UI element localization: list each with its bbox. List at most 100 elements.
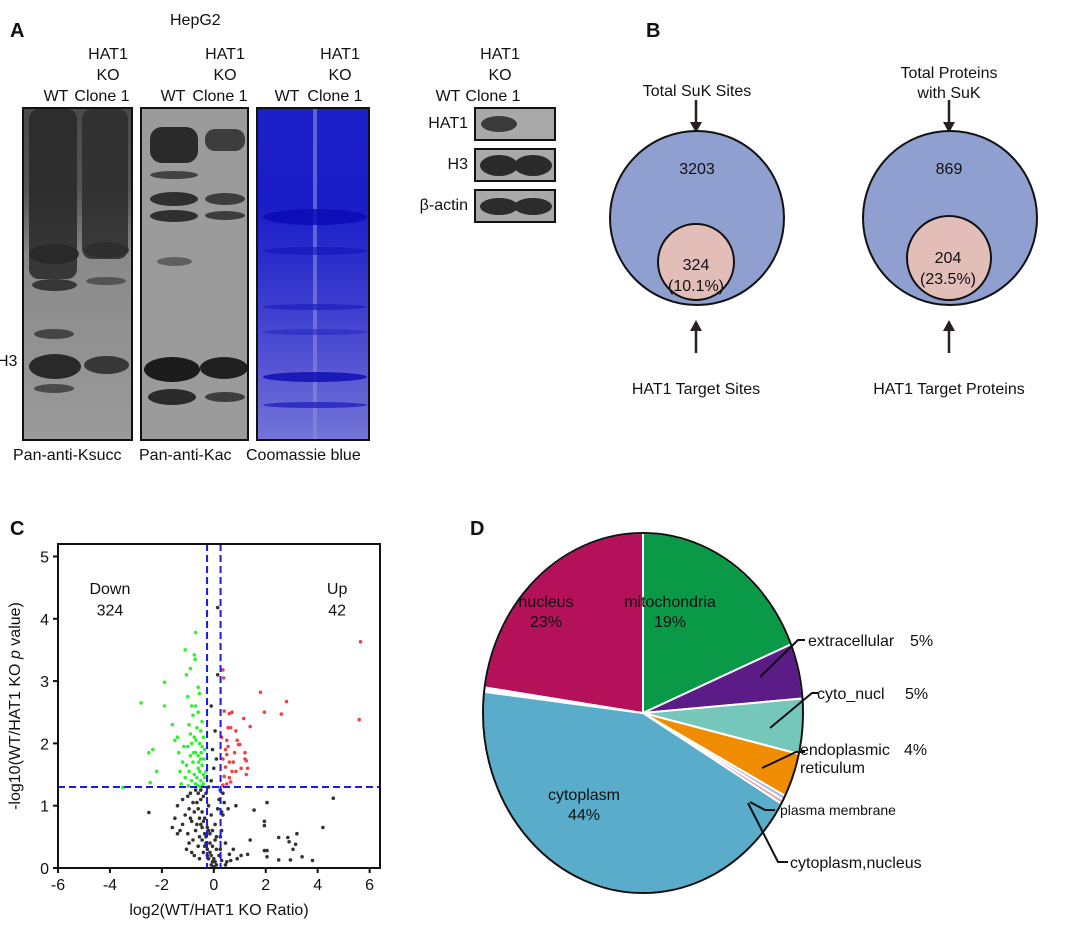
point-up	[225, 782, 229, 786]
point-down	[199, 779, 203, 783]
h3-side-label: H3	[0, 353, 18, 370]
point-not-significant	[193, 788, 198, 792]
point-not-significant	[202, 831, 207, 836]
point-down	[173, 738, 177, 743]
point-not-significant	[215, 807, 220, 811]
volcano-plot: -6 -4 -2 0 2 4 6 0 1 2 3 4 5 log2(WT/HAT1 KO Ratio)…	[7, 543, 381, 919]
proteins-diagram	[862, 100, 1038, 353]
point-not-significant	[276, 835, 281, 840]
point-up	[225, 752, 229, 757]
point-not-significant	[219, 858, 224, 863]
point-not-significant	[186, 831, 190, 836]
point-not-significant	[195, 822, 199, 827]
point-not-significant	[215, 673, 220, 677]
point-not-significant	[196, 807, 200, 811]
point-not-significant	[239, 853, 243, 858]
point-not-significant	[210, 747, 215, 752]
point-up	[284, 699, 289, 704]
point-not-significant	[245, 852, 250, 857]
point-up	[222, 774, 226, 779]
point-not-significant	[223, 841, 228, 845]
point-up	[258, 690, 263, 695]
band	[150, 127, 198, 163]
point-not-significant	[291, 847, 295, 852]
point-up	[226, 744, 230, 749]
x-tick-label: 6	[365, 877, 374, 894]
slice-label-cytoplasm-nucleus: cytoplasm,nucleus	[790, 855, 922, 872]
point-not-significant	[193, 828, 198, 833]
leader-line	[759, 639, 805, 678]
point-not-significant	[214, 863, 219, 867]
panel-d-letter: D	[470, 518, 485, 540]
point-down	[199, 757, 203, 761]
slice-label-nucleus: nucleus	[518, 594, 573, 611]
arrowhead-icon	[690, 320, 702, 331]
band	[263, 402, 367, 408]
point-not-significant	[213, 860, 217, 864]
band	[263, 247, 367, 255]
pie-outline	[482, 532, 804, 894]
point-down	[195, 726, 199, 730]
point-not-significant	[228, 858, 233, 863]
point-not-significant	[234, 803, 238, 808]
value-hat1-proteins: 204	[934, 250, 962, 267]
point-down	[200, 763, 204, 767]
lane-header-hat1: HAT1	[205, 46, 245, 63]
point-not-significant	[252, 808, 256, 812]
slice-percent-endoplasmic-reticulum: 4%	[904, 742, 927, 759]
slice-label-cytoplasm: cytoplasm	[548, 787, 620, 804]
point-not-significant	[208, 841, 212, 845]
band	[144, 357, 200, 382]
point-not-significant	[191, 800, 195, 805]
point-not-significant	[222, 800, 226, 805]
point-down	[148, 780, 152, 785]
band	[205, 211, 245, 220]
x-tick-label: 4	[313, 877, 322, 894]
band	[148, 389, 196, 405]
leader-line	[749, 801, 775, 811]
point-down	[191, 760, 195, 764]
point-up	[228, 780, 233, 784]
x-tick-label: 0	[209, 877, 218, 894]
blot-ksucc	[22, 107, 133, 441]
sites-diagram	[609, 100, 785, 353]
point-down	[183, 775, 187, 780]
point-down	[202, 775, 207, 780]
point-up	[234, 729, 238, 733]
x-tick-label: -4	[103, 877, 117, 894]
band	[263, 304, 367, 310]
point-down	[154, 769, 159, 774]
point-not-significant	[200, 810, 204, 814]
lane-wt: WT	[435, 88, 461, 105]
band	[86, 277, 126, 285]
panel-a-letter: A	[10, 20, 25, 42]
y-tick-label: 5	[40, 549, 49, 566]
plot-frame	[57, 543, 381, 869]
y-axis-label-italic: p	[7, 650, 24, 660]
small-blot-label-beta-actin: β-actin	[419, 197, 468, 214]
point-up	[248, 724, 252, 729]
point-down	[197, 769, 202, 774]
point-not-significant	[295, 831, 299, 836]
band	[514, 198, 552, 215]
pie-slices	[482, 531, 804, 894]
point-down	[183, 648, 187, 652]
point-not-significant	[201, 819, 206, 824]
x-axis-ticks: -6 -4 -2 0 2 4 6	[51, 868, 374, 894]
band	[200, 357, 247, 379]
point-down	[186, 784, 191, 788]
band	[205, 392, 245, 402]
point-down	[200, 744, 204, 749]
point-not-significant	[199, 797, 203, 802]
point-up	[226, 726, 230, 730]
panel-c-letter: C	[10, 518, 25, 540]
point-down	[193, 704, 198, 708]
point-not-significant	[196, 844, 200, 848]
point-up	[222, 709, 226, 713]
point-not-significant	[205, 825, 210, 830]
point-down	[193, 657, 197, 662]
point-not-significant	[262, 819, 267, 824]
pie-chart: mitochondria 19% cytoplasm 44% nucleus 23% ext…	[482, 531, 933, 894]
y-axis-label-part: -log10(WT/HAT1 KO	[7, 659, 24, 810]
point-not-significant	[186, 794, 190, 799]
